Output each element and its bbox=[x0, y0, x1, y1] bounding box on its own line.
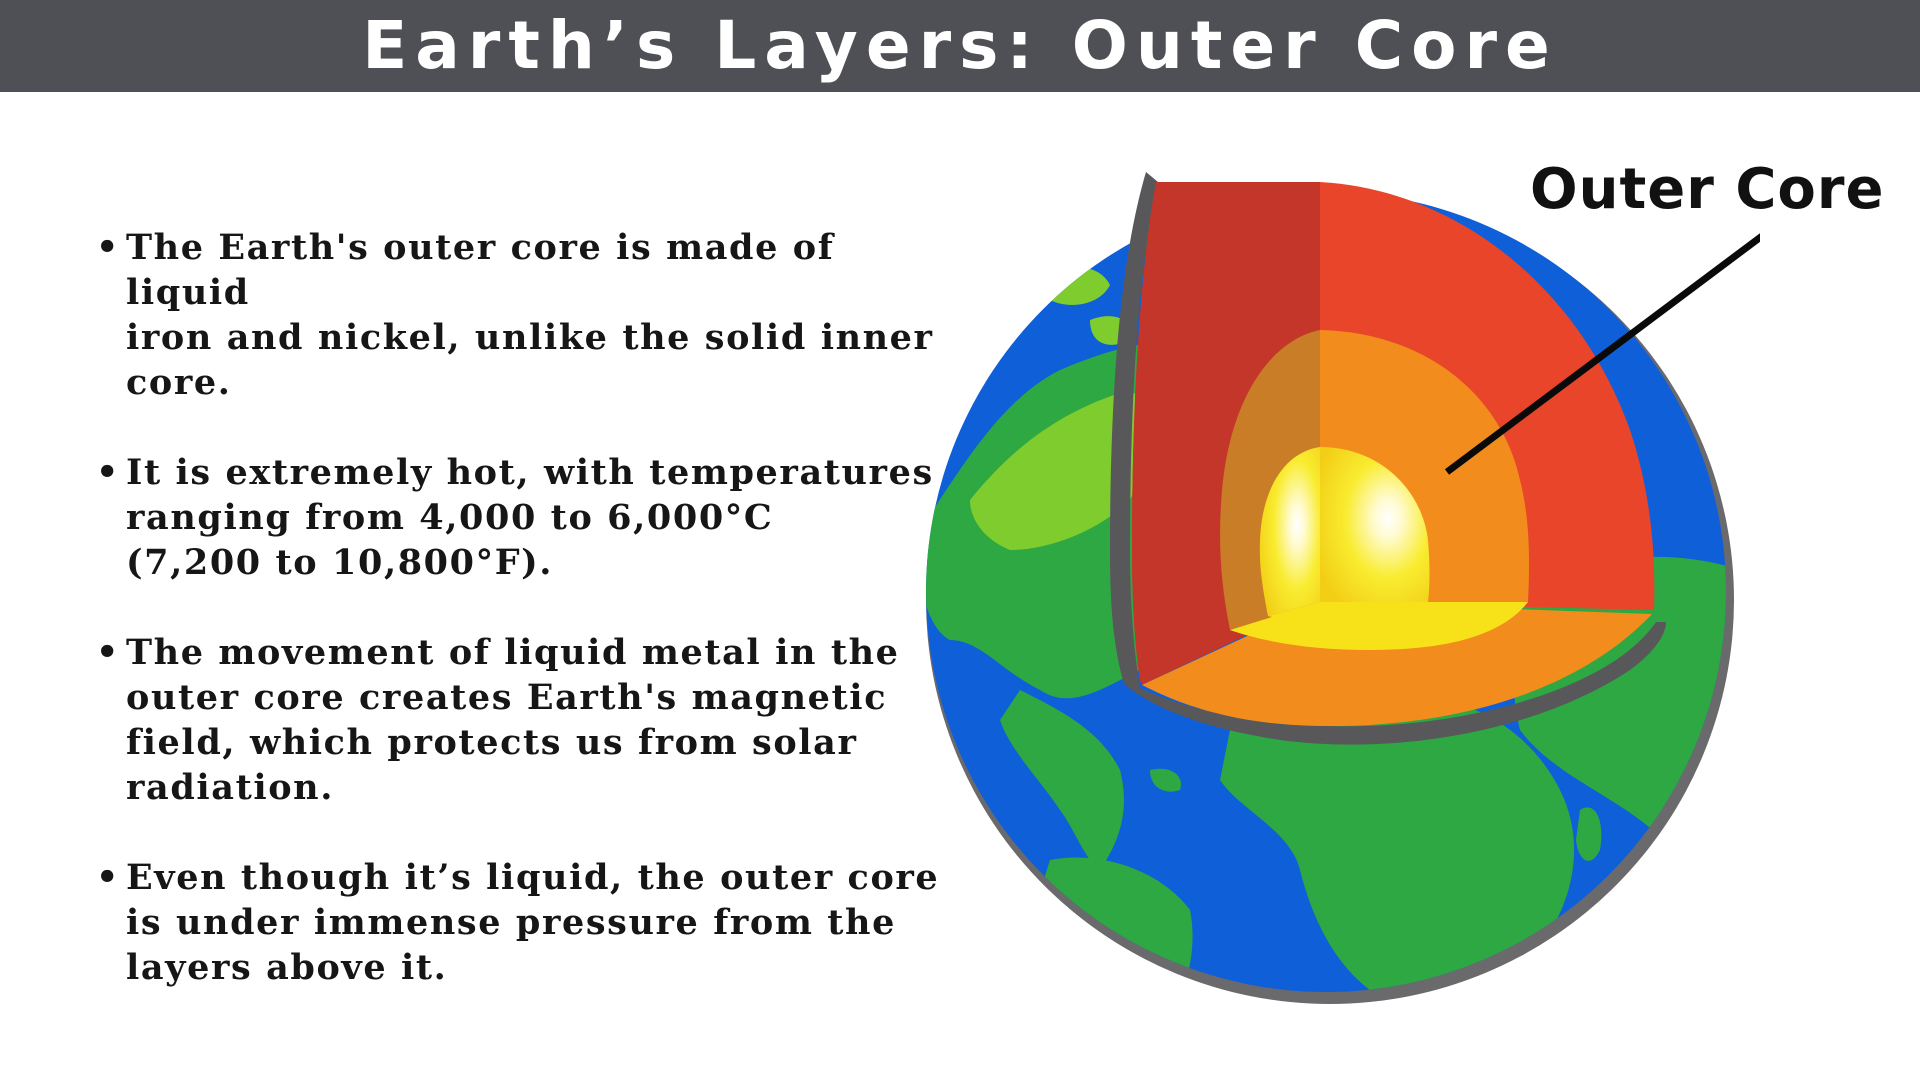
title-bar: Earth’s Layers: Outer Core bbox=[0, 0, 1920, 92]
bullet-line: Even though it’s liquid, the outer core bbox=[126, 857, 940, 898]
small-island bbox=[1150, 768, 1181, 792]
bullet-line: It is extremely hot, with temperatures bbox=[126, 452, 934, 493]
bullet-marker: • bbox=[96, 857, 120, 898]
bullet-line: The movement of liquid metal in the bbox=[126, 632, 900, 673]
bullet-item: • The movement of liquid metal in the ou… bbox=[92, 630, 972, 810]
bullet-line: field, which protects us from solar bbox=[126, 722, 858, 763]
inner-core-face bbox=[1320, 447, 1430, 602]
bullet-line: ranging from 4,000 to 6,000°C bbox=[126, 497, 774, 538]
bullet-marker: • bbox=[96, 452, 120, 493]
inner-core-left-face bbox=[1259, 447, 1320, 616]
bullet-line: core. bbox=[126, 362, 232, 403]
bullet-marker: • bbox=[96, 227, 120, 268]
bullet-item: • It is extremely hot, with temperatures… bbox=[92, 450, 972, 585]
page-title: Earth’s Layers: Outer Core bbox=[362, 7, 1558, 84]
earth-cutaway-diagram bbox=[900, 170, 1760, 1030]
bullet-line: radiation. bbox=[126, 767, 335, 808]
bullet-item: • The Earth's outer core is made of liqu… bbox=[92, 225, 972, 405]
madagascar-island bbox=[1576, 807, 1602, 861]
bullet-line: is under immense pressure from the bbox=[126, 902, 896, 943]
bullet-item: • Even though it’s liquid, the outer cor… bbox=[92, 855, 972, 990]
bullet-list: • The Earth's outer core is made of liqu… bbox=[92, 225, 972, 1035]
north-america-highland bbox=[970, 390, 1149, 550]
bullet-line: The Earth's outer core is made of liquid bbox=[126, 227, 835, 313]
outer-core-callout-label: Outer Core bbox=[1530, 157, 1885, 222]
bullet-line: layers above it. bbox=[126, 947, 448, 988]
bullet-line: outer core creates Earth's magnetic bbox=[126, 677, 888, 718]
bullet-line: iron and nickel, unlike the solid inner bbox=[126, 317, 934, 358]
africa-landmass bbox=[1220, 694, 1575, 992]
callout-pointer-line bbox=[1444, 233, 1760, 475]
inner-core-bottom-face bbox=[1268, 602, 1428, 624]
bullet-line: (7,200 to 10,800°F). bbox=[126, 542, 554, 583]
central-america-landmass bbox=[1000, 690, 1124, 870]
bullet-marker: • bbox=[96, 632, 120, 673]
